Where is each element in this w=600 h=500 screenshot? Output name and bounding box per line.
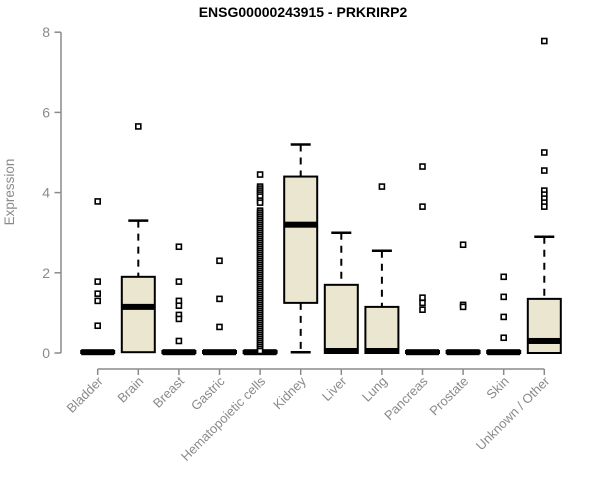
outlier-point [459,303,467,311]
iqr-box [323,283,359,354]
boxplot-hematopoietic-cells [242,171,278,356]
outlier-point [175,278,183,285]
outlier-point [175,315,183,323]
outlier-point [540,37,548,45]
outlier-point [540,149,548,156]
median-line [487,349,521,356]
x-tick-label: Kidney [270,373,309,412]
outlier-point [419,163,426,170]
outlier-point [419,306,426,313]
boxplot-lung [364,183,400,355]
outlier-point [540,203,548,210]
outlier-point [500,313,508,321]
y-tick-label: 8 [42,24,50,40]
outlier-point [500,293,508,301]
x-tick-label: Breast [150,373,187,410]
x-tick-label: Skin [483,374,511,402]
boxplot-skin [486,273,522,356]
boxplot-kidney [283,143,319,354]
outlier-point [419,299,426,307]
boxplot-liver [323,231,359,354]
boxplot-prostate [445,241,481,356]
median-line [365,347,399,354]
y-tick-label: 0 [42,345,50,361]
x-tick-label: Pancreas [381,373,431,423]
outlier-point [459,241,467,249]
outlier-point [419,294,426,301]
iqr-box [120,275,156,354]
outlier-point [175,243,183,251]
y-tick-label: 6 [42,104,50,120]
x-tick-label: Unknown / Other [473,373,553,453]
y-axis-title: Expression [2,159,17,226]
boxplot-bladder [80,198,116,356]
outlier-point [94,297,101,305]
iqr-box [526,297,562,354]
y-tick-label: 2 [42,265,50,281]
outlier-point [94,278,101,285]
outlier-point [500,273,508,281]
x-tick-label: Brain [114,374,146,406]
outlier-point [216,323,223,331]
median-line [162,349,196,356]
outlier-point [94,322,101,330]
x-tick-label: Lung [359,374,390,405]
outlier-point [175,302,183,309]
outlier-point [256,171,264,178]
outlier-point [419,203,426,210]
boxplot-brain [120,123,156,354]
outlier-point [256,347,264,355]
median-line [527,337,561,344]
x-tick-label: Prostate [426,374,471,419]
median-line [446,349,480,356]
iqr-box [364,305,400,355]
iqr-box [283,175,319,304]
outlier-point [94,198,101,205]
boxplot-unknown-other [526,37,562,354]
outlier-point [500,334,508,342]
outlier-point [540,167,548,174]
boxplot-pancreas [405,163,440,356]
outlier-point [256,199,264,206]
x-tick-label: Bladder [64,373,107,416]
boxes-group [80,37,562,356]
boxplot-gastric [202,257,237,356]
outlier-point [94,290,101,297]
outlier-point [135,123,142,130]
boxplot-breast [161,243,197,356]
median-line [81,349,115,356]
outlier-point [378,183,386,190]
median-line [203,349,236,356]
x-tick-label: Gastric [188,373,228,413]
median-line [121,303,155,310]
x-tick-label: Liver [319,373,350,404]
outlier-point [216,257,223,265]
median-line [406,349,439,356]
median-line [324,347,358,354]
outlier-point [216,295,223,303]
y-tick-label: 4 [42,185,50,201]
median-line [284,221,318,228]
outlier-point [175,337,183,345]
chart-title: ENSG00000243915 - PRKRIRP2 [199,4,408,20]
